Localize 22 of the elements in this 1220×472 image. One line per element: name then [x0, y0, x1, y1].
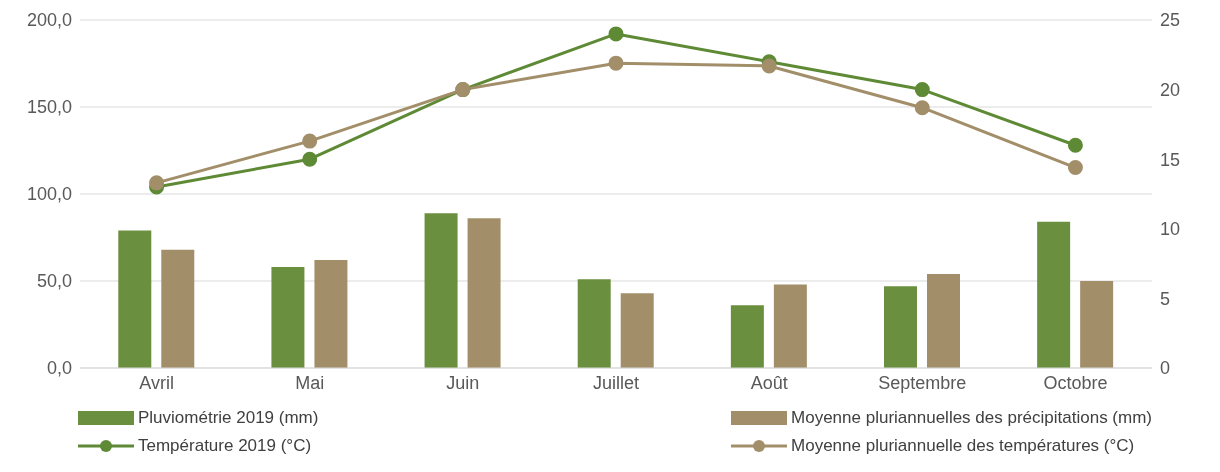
- x-tick-label: Octobre: [1043, 372, 1108, 393]
- legend-label: Température 2019 (°C): [138, 436, 312, 456]
- y-tick-label: 50,0: [36, 271, 72, 292]
- x-tick-label: Avril: [139, 372, 174, 393]
- legend-label: Pluviométrie 2019 (mm): [138, 408, 319, 428]
- y-tick-label: 0,0: [46, 358, 72, 379]
- y2-tick-label: 25: [1160, 10, 1181, 31]
- x-tick-label: Août: [750, 372, 788, 393]
- y2-tick-label: 0: [1160, 358, 1171, 379]
- legend-label: Moyenne pluriannuelles des précipitations (mm): [791, 408, 1152, 428]
- y2-tick-label: 10: [1160, 219, 1181, 240]
- y-tick-label: 100,0: [26, 184, 72, 205]
- x-tick-label: Juin: [446, 372, 480, 393]
- y2-tick-label: 20: [1160, 79, 1181, 100]
- x-tick-label: Mai: [295, 372, 325, 393]
- x-tick-label: Septembre: [878, 372, 967, 393]
- y-tick-label: 150,0: [26, 97, 72, 118]
- y2-tick-label: 5: [1160, 288, 1171, 309]
- legend-label: Moyenne pluriannuelle des températures (°C): [791, 436, 1135, 456]
- y2-tick-label: 15: [1160, 149, 1181, 170]
- x-tick-label: Juillet: [592, 372, 640, 393]
- y-tick-label: 200,0: [26, 10, 72, 31]
